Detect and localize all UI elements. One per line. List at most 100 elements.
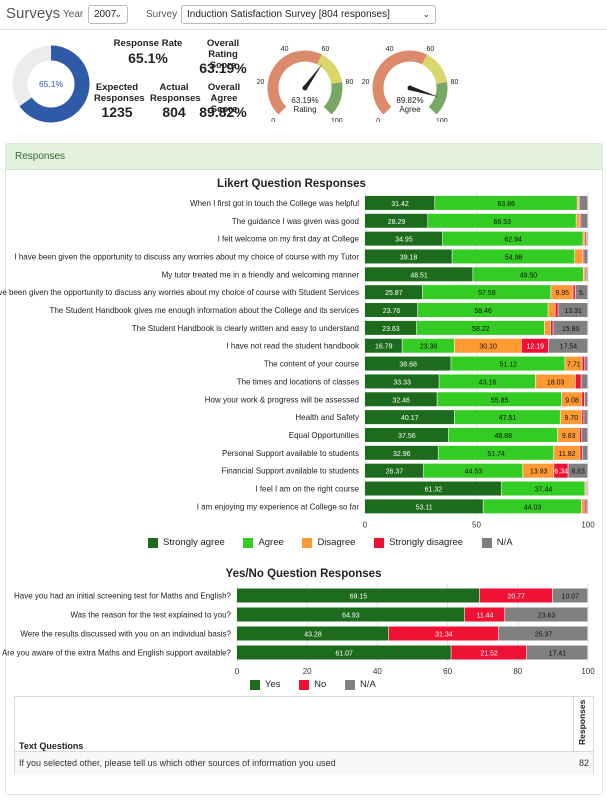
bar-segment <box>452 249 575 264</box>
bar-segment <box>535 374 576 389</box>
bar-value-label: 44.03 <box>524 504 542 511</box>
table-row[interactable]: If you selected other, please tell us wh… <box>15 751 593 774</box>
bar-value-label: 48.51 <box>410 272 428 279</box>
gauge-tick-label: 100 <box>331 118 343 122</box>
bar-segment <box>483 499 582 514</box>
bar-value-label: 31.42 <box>391 201 409 208</box>
question-label: The times and locations of classes <box>237 377 359 386</box>
bar-value-label: 18.03 <box>547 379 565 386</box>
bar-segment <box>585 267 586 282</box>
gauge-needle <box>409 85 439 98</box>
legend-strongly-agree: Strongly agree <box>148 537 225 548</box>
bar-segment <box>579 427 582 442</box>
gauge-band-mid <box>421 54 448 85</box>
bar-segment <box>557 427 580 442</box>
bar-segment <box>581 427 588 442</box>
overall-agree-label: Overall Agree Score <box>207 82 241 115</box>
bar-segment <box>365 445 438 460</box>
bar-value-label: 25.87 <box>385 290 403 297</box>
bar-value-label: 31.34 <box>435 632 453 639</box>
agree-gauge: 0 20 40 60 80 100 89.82%Agree <box>362 46 459 122</box>
responses-column-header: Responses <box>573 697 593 751</box>
likert-legend: Strongly agree Agree Disagree Strongly d… <box>148 537 529 551</box>
bar-value-label: 25.37 <box>535 632 553 639</box>
bar-value-label: 39.18 <box>400 254 418 261</box>
bar-segment <box>428 213 576 228</box>
bar-value-label: 37.56 <box>398 433 416 440</box>
bar-value-label: 28.29 <box>388 219 406 226</box>
question-label: Are you aware of the extra Maths and Eng… <box>2 649 232 658</box>
bar-value-label: 7.71 <box>567 362 581 369</box>
survey-select[interactable]: Induction Satisfaction Survey [804 respo… <box>181 5 436 24</box>
bar-value-label: 11.44 <box>476 613 493 620</box>
actual-responses-value: 804 <box>162 104 186 120</box>
year-select[interactable]: 2007 ⌄ <box>88 5 128 24</box>
gauge-band-mid <box>316 54 343 85</box>
bar-segment <box>454 410 560 425</box>
yesno-chart: 0 20 40 60 80 100 Have you had an initial scre… <box>2 584 595 675</box>
bar-segment <box>365 231 443 246</box>
axis-tick-label: 40 <box>373 667 382 675</box>
bar-segment <box>505 607 588 622</box>
bar-segment <box>416 320 545 335</box>
bar-segment <box>553 445 580 460</box>
bar-segment <box>473 267 583 282</box>
bar-segment <box>573 285 575 300</box>
bar-segment <box>365 463 424 478</box>
bar-segment <box>548 338 588 353</box>
legend-agree: Agree <box>243 537 284 548</box>
bar-segment <box>501 481 585 496</box>
gauge-tick-label: 80 <box>346 79 354 86</box>
bar-segment <box>553 320 588 335</box>
gauge-tick-label: 60 <box>322 46 330 53</box>
likert-chart-title: Likert Question Responses <box>217 178 366 190</box>
bar-value-label: 32.96 <box>393 451 411 458</box>
bar-value-label: 53.11 <box>416 504 433 511</box>
bar-segment <box>365 249 452 264</box>
question-label: Personal Support available to students <box>222 449 359 458</box>
question-label: I felt welcome on my first day at Colleg… <box>218 235 360 244</box>
bar-value-label: 9.70 <box>565 415 579 422</box>
bar-segment <box>585 481 586 496</box>
bar-value-label: 66.53 <box>494 219 512 226</box>
question-label: I feel I am on the right course <box>255 485 359 494</box>
bar-value-label: 17.41 <box>549 651 567 658</box>
gauge-tick-label: 100 <box>436 118 448 122</box>
axis-tick-label: 60 <box>443 667 452 675</box>
bar-segment <box>584 410 588 425</box>
gauge-band-high <box>428 82 448 115</box>
bar-segment <box>586 499 588 514</box>
overall-rating-value: 63.19% <box>199 60 247 76</box>
legend-no: No <box>299 679 326 690</box>
gauge-caption: Rating <box>293 105 316 114</box>
bar-segment <box>442 231 583 246</box>
response-rate-donut: 65.1% <box>12 45 90 123</box>
bar-segment <box>437 392 562 407</box>
bar-segment <box>521 338 549 353</box>
legend-swatch <box>481 537 492 548</box>
bar-segment <box>560 410 582 425</box>
gauge-band-high <box>323 82 343 115</box>
gauge-tick-label: 40 <box>281 46 289 53</box>
axis-tick-label: 20 <box>303 667 312 675</box>
bar-value-label: 21.52 <box>480 651 498 658</box>
chevron-down-icon: ⌄ <box>114 9 122 19</box>
overall-rating-label: Overall Rating Score <box>206 38 240 71</box>
gauge-tick-label: 0 <box>376 118 380 122</box>
text-questions-table: Text Questions Responses If you selected… <box>14 696 594 774</box>
bar-segment <box>574 249 583 264</box>
year-label: Year <box>63 9 84 20</box>
bar-segment <box>581 499 584 514</box>
bar-segment <box>365 392 437 407</box>
expected-responses-label: Expected Responses <box>94 82 145 104</box>
bar-value-label: 49.50 <box>520 272 538 279</box>
gauge-band-low <box>372 50 428 115</box>
response-rate-value: 65.1% <box>128 50 168 66</box>
bar-segment <box>575 374 581 389</box>
bar-segment <box>365 427 449 442</box>
bar-segment <box>582 445 588 460</box>
bar-segment <box>365 285 423 300</box>
bar-segment <box>584 392 588 407</box>
bar-segment <box>526 645 588 660</box>
bar-value-label: 37.44 <box>535 487 553 494</box>
